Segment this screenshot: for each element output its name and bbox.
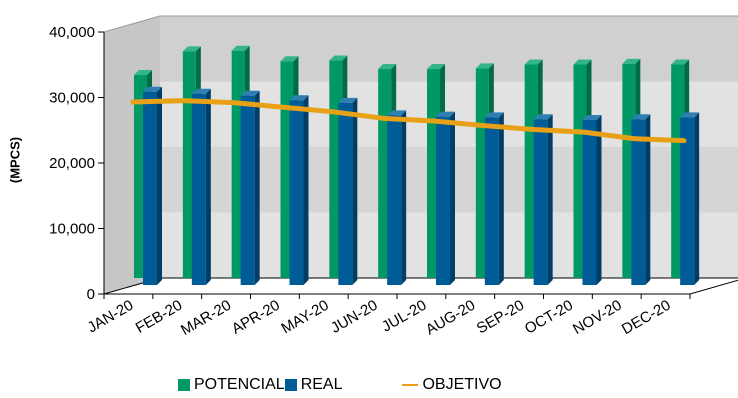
y-axis: 0 10,000 20,000 30,000 40,000 (49, 24, 105, 303)
top-edge (103, 15, 161, 33)
objetivo-line (130, 98, 687, 144)
bar-real (289, 95, 309, 285)
x-tick-label: OCT-20 (522, 297, 576, 338)
legend-label: OBJETIVO (422, 376, 502, 393)
x-tick-label: FEB-20 (133, 297, 186, 337)
bar-real (484, 112, 504, 285)
x-tick-label: JUL-20 (379, 297, 429, 336)
legend-swatch (402, 384, 419, 386)
bars (134, 45, 700, 286)
legend-swatch (178, 379, 190, 391)
legend-swatch (284, 379, 297, 391)
bar-real (191, 88, 211, 286)
x-tick-label: AUG-20 (423, 297, 478, 339)
legend: POTENCIAL REAL OBJETIVO (178, 374, 502, 396)
x-tick-label: JUN-20 (328, 297, 381, 337)
x-tick-label: MAR-20 (178, 297, 234, 339)
legend-label: POTENCIAL (194, 376, 285, 393)
y-tick-label: 0 (87, 286, 95, 303)
x-tick-label: APR-20 (229, 297, 283, 338)
bar-real (436, 111, 455, 285)
legend-item: OBJETIVO (402, 376, 502, 394)
objetivo-line-group (130, 98, 687, 144)
bar-real (240, 90, 260, 285)
bar-real (582, 114, 602, 285)
legend-item: REAL (284, 376, 343, 394)
x-tick-label: SEP-20 (474, 297, 527, 338)
x-tick-label: DEC-20 (619, 297, 674, 338)
bar-real (533, 114, 553, 285)
bar-real (338, 97, 358, 285)
y-tick-label: 30,000 (49, 90, 95, 107)
y-tick-label: 20,000 (49, 155, 95, 172)
bar-real (387, 110, 407, 285)
bar-real (631, 114, 651, 285)
legend-item: POTENCIAL (178, 376, 285, 394)
y-tick-label: 10,000 (49, 221, 95, 238)
y-axis-label: (MPCS) (7, 137, 22, 183)
bar-real (143, 86, 162, 286)
back-wall-band (160, 16, 738, 82)
x-tick-label: NOV-20 (570, 297, 625, 338)
legend-label: REAL (300, 376, 343, 393)
bar-real (680, 112, 700, 285)
x-tick-label: MAY-20 (278, 297, 331, 338)
y-tick-label: 40,000 (49, 24, 95, 41)
x-axis: JAN-20FEB-20MAR-20APR-20MAY-20JUN-20JUL-… (85, 294, 691, 339)
